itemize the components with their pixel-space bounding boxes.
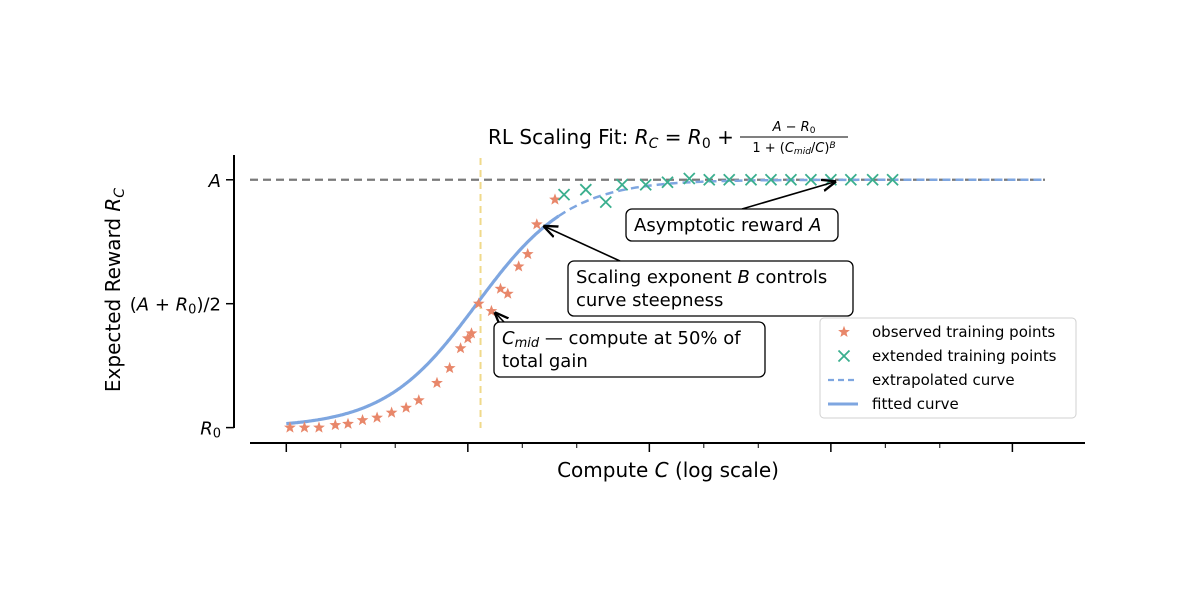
observed-point: [329, 418, 342, 431]
observed-point: [356, 414, 369, 426]
reference-lines: [250, 158, 1045, 428]
annotation-box: [625, 208, 839, 242]
extended-point: [639, 178, 652, 191]
y-axis-label: Expected Reward RC: [101, 188, 128, 392]
annotation-arrow: [495, 313, 504, 322]
legend-entry: extrapolated curve: [828, 371, 1015, 389]
extrapolated-curve: [557, 178, 1043, 218]
observed-point: [385, 406, 398, 418]
legend-entry: fitted curve: [828, 395, 959, 413]
legend-star-marker: [838, 325, 850, 337]
extended-point: [784, 173, 798, 186]
annotation-steepness: Scaling exponent B controls curve steepn…: [544, 226, 854, 317]
annotation-text: Asymptotic reward A: [634, 215, 821, 236]
legend-entry: observed training points: [838, 323, 1055, 341]
observed-point: [521, 247, 534, 260]
title-fraction-numerator: A − R0: [772, 120, 816, 136]
extended-point: [615, 178, 629, 191]
extended-point: [804, 173, 818, 186]
extended-point: [744, 173, 758, 186]
observed-point: [549, 193, 561, 205]
annotation-box: [567, 260, 854, 317]
chart-title-text: RL Scaling Fit: RC = R0 +: [488, 125, 734, 152]
legend-entry: extended training points: [837, 347, 1057, 365]
observed-point: [412, 394, 425, 406]
legend: observed training points extended trainin…: [819, 317, 1077, 419]
legend-label: fitted curve: [872, 395, 959, 413]
annotation-text: Scaling exponent B controls: [576, 267, 827, 288]
extended-point: [866, 173, 879, 186]
annotation-text: curve steepness: [576, 290, 723, 311]
observed-point: [530, 218, 543, 230]
curves: [286, 178, 1043, 426]
extended-point: [764, 173, 778, 186]
observed-point: [298, 421, 311, 433]
observed-point: [313, 421, 325, 433]
axes: R0 (A + R0)/2 A Compute C (log scale) Expect…: [101, 155, 1085, 482]
extended-point: [661, 176, 674, 189]
observed-point: [461, 332, 474, 344]
legend-label: extended training points: [872, 347, 1057, 365]
title-fraction-denominator: 1 + (Cmid/C)B: [752, 141, 835, 157]
observed-point: [472, 297, 485, 309]
annotation-text: total gain: [502, 351, 588, 372]
observed-point: [512, 260, 525, 272]
extended-point: [579, 183, 592, 196]
observed-point: [284, 421, 296, 433]
annotation-box: [493, 321, 766, 378]
fitted-curve: [286, 214, 560, 426]
y-tick-label: A: [208, 171, 221, 192]
observed-point: [465, 327, 478, 339]
observed-point: [400, 401, 412, 413]
extended-point: [723, 173, 736, 186]
data-points: [284, 172, 899, 433]
y-tick-label: (A + R0)/2: [130, 295, 221, 318]
extended-point: [844, 173, 857, 186]
annotation-arrow: [741, 182, 835, 210]
legend-label: observed training points: [872, 323, 1055, 341]
annotation-asymptotic: Asymptotic reward A: [625, 182, 839, 242]
observed-point: [443, 361, 456, 374]
extended-point: [683, 172, 696, 185]
observed-point: [494, 282, 507, 294]
observed-point: [501, 287, 514, 299]
observed-point: [485, 304, 498, 317]
annotation-arrow: [544, 226, 621, 262]
extended-point: [886, 173, 899, 186]
extended-point: [599, 195, 612, 209]
extended-point: [703, 173, 716, 186]
extended-point: [557, 188, 571, 201]
legend-frame: [819, 317, 1077, 419]
observed-point: [431, 376, 443, 388]
legend-x-marker: [837, 349, 851, 363]
observed-point: [454, 342, 467, 354]
observed-point: [342, 417, 354, 429]
observed-point: [371, 411, 383, 423]
annotation-text: Cmid — compute at 50% of: [502, 328, 741, 351]
legend-label: extrapolated curve: [872, 371, 1015, 389]
y-tick-label: R0: [200, 419, 221, 442]
x-axis-label: Compute C (log scale): [557, 458, 779, 482]
chart-title: RL Scaling Fit: RC = R0 + A − R0 1 + (Cmi…: [488, 120, 848, 157]
